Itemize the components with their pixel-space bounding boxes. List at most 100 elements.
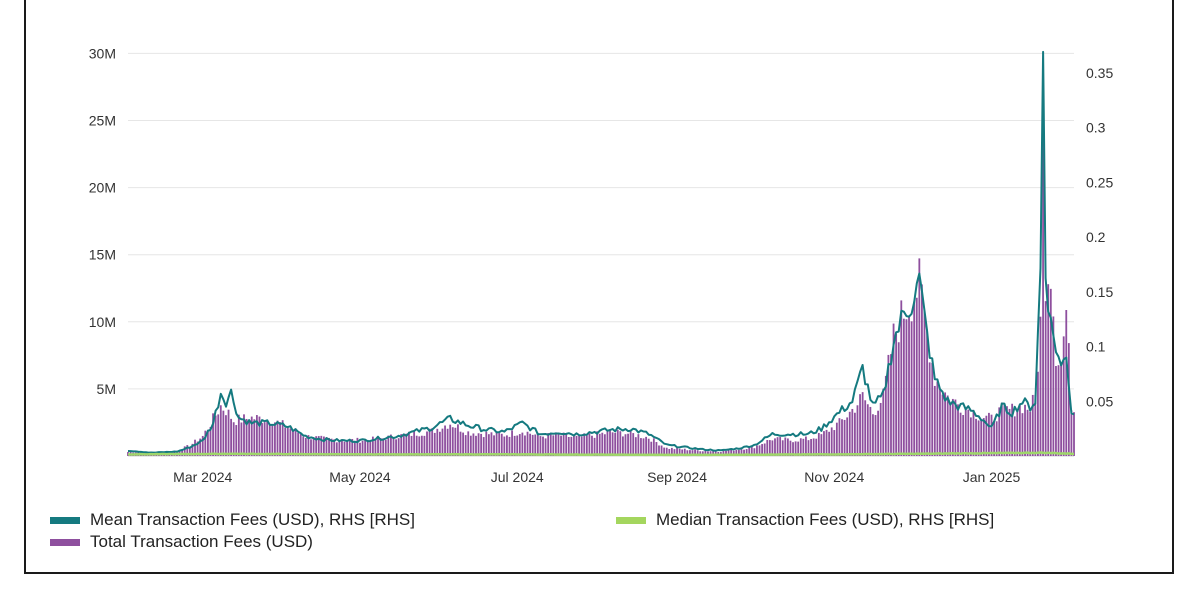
- bar-total-fees: [944, 392, 947, 456]
- legend-item-mean[interactable]: Mean Transaction Fees (USD), RHS [RHS]: [50, 510, 415, 530]
- bar-total-fees: [825, 429, 828, 456]
- bar-total-fees: [786, 438, 789, 456]
- bar-total-fees: [390, 434, 392, 456]
- bar-total-fees: [877, 410, 880, 456]
- bar-total-fees: [681, 449, 684, 456]
- bar-total-fees: [513, 435, 516, 456]
- bar-total-fees: [980, 419, 983, 456]
- bar-total-fees: [248, 421, 251, 456]
- bar-total-fees: [299, 434, 302, 456]
- bar-total-fees: [529, 433, 532, 456]
- bar-total-fees: [660, 445, 663, 456]
- bar-total-fees: [322, 436, 325, 456]
- bar-total-fees: [727, 450, 730, 456]
- y-left-tick-label: 25M: [89, 113, 116, 129]
- legend-swatch-total: [50, 538, 80, 546]
- bar-total-fees: [183, 446, 186, 456]
- legend-item-total[interactable]: Total Transaction Fees (USD): [50, 532, 313, 552]
- bar-total-fees: [890, 354, 892, 456]
- bar-total-fees: [797, 441, 800, 456]
- bar-total-fees: [908, 315, 910, 456]
- bar-total-fees: [694, 449, 696, 456]
- bar-total-fees: [828, 431, 831, 456]
- bar-total-fees: [1037, 371, 1039, 456]
- bar-total-fees: [379, 438, 382, 456]
- bar-total-fees: [438, 431, 441, 456]
- x-tick-label: Jan 2025: [963, 469, 1021, 485]
- bar-total-fees: [588, 433, 591, 456]
- bar-total-fees: [918, 258, 921, 456]
- bar-total-fees: [451, 427, 454, 456]
- bar-total-fees: [869, 406, 872, 456]
- bar-total-fees: [676, 447, 678, 456]
- bar-total-fees: [1062, 336, 1065, 456]
- y-left-tick-label: 10M: [89, 314, 116, 330]
- bar-total-fees: [985, 415, 988, 456]
- bar-total-fees: [637, 434, 640, 456]
- bar-total-fees: [833, 430, 836, 456]
- bar-total-fees: [325, 437, 328, 456]
- bar-total-fees: [763, 443, 766, 456]
- bar-total-fees: [895, 333, 898, 456]
- bar-total-fees: [748, 447, 751, 456]
- bar-total-fees: [361, 440, 364, 456]
- bar-total-fees: [933, 385, 936, 456]
- bar-total-fees: [982, 418, 985, 456]
- bar-total-fees: [201, 435, 204, 456]
- bar-total-fees: [815, 438, 818, 456]
- bar-total-fees: [768, 440, 771, 456]
- y-right-tick-label: 0.05: [1086, 393, 1113, 409]
- bar-total-fees: [596, 431, 599, 456]
- bar-total-fees: [622, 436, 624, 456]
- bar-total-fees: [127, 452, 129, 456]
- bar-total-fees: [879, 402, 882, 456]
- bar-total-fees: [279, 422, 281, 456]
- bar-total-fees: [353, 441, 356, 456]
- bar-total-fees: [508, 436, 511, 456]
- bar-total-fees: [341, 440, 343, 456]
- legend-swatch-median: [616, 516, 646, 524]
- bar-total-fees: [593, 437, 596, 456]
- bar-total-fees: [939, 389, 941, 456]
- bar-total-fees: [415, 435, 418, 456]
- legend-item-median[interactable]: Median Transaction Fees (USD), RHS [RHS]: [616, 510, 994, 530]
- bar-total-fees: [1060, 364, 1063, 456]
- bar-total-fees: [475, 435, 477, 456]
- bar-total-fees: [302, 436, 305, 456]
- bar-total-fees: [351, 438, 354, 456]
- axis-labels: 5M 10M 15M 20M 25M 30M 0.05 0.1 0.15 0.2 0.25 0.3 0.…: [89, 45, 1114, 485]
- bar-total-fees: [616, 429, 619, 456]
- legend-label-total: Total Transaction Fees (USD): [90, 532, 313, 551]
- bar-total-fees: [779, 437, 782, 456]
- bar-total-fees: [364, 439, 367, 456]
- bar-total-fees: [745, 449, 748, 456]
- bar-total-fees: [219, 405, 222, 456]
- bar-total-fees: [286, 427, 289, 456]
- bar-total-fees: [776, 437, 779, 456]
- bar-total-fees: [328, 437, 330, 456]
- bar-total-fees: [382, 438, 385, 456]
- bar-total-fees: [315, 436, 318, 456]
- bar-total-fees: [843, 419, 846, 456]
- bar-total-fees: [199, 438, 202, 456]
- bar-total-fees: [611, 432, 614, 456]
- bar-total-fees: [255, 415, 258, 456]
- bar-total-fees: [990, 414, 993, 456]
- x-tick-label: May 2024: [329, 469, 391, 485]
- bar-total-fees: [446, 428, 449, 456]
- bar-total-fees: [946, 395, 949, 456]
- bar-total-fees: [459, 431, 462, 456]
- y-left-tick-label: 20M: [89, 180, 116, 196]
- bar-total-fees: [503, 436, 506, 456]
- bar-total-fees: [292, 430, 294, 456]
- bar-total-fees: [1031, 394, 1034, 456]
- x-tick-label: Mar 2024: [173, 469, 232, 485]
- bar-total-fees: [598, 433, 601, 456]
- bar-total-fees: [882, 388, 885, 456]
- bar-total-fees: [856, 405, 859, 456]
- bar-total-fees: [552, 435, 555, 456]
- bar-total-fees: [750, 446, 753, 456]
- bar-total-fees: [392, 438, 395, 456]
- bar-total-fees: [753, 448, 756, 456]
- bar-total-fees: [740, 449, 743, 456]
